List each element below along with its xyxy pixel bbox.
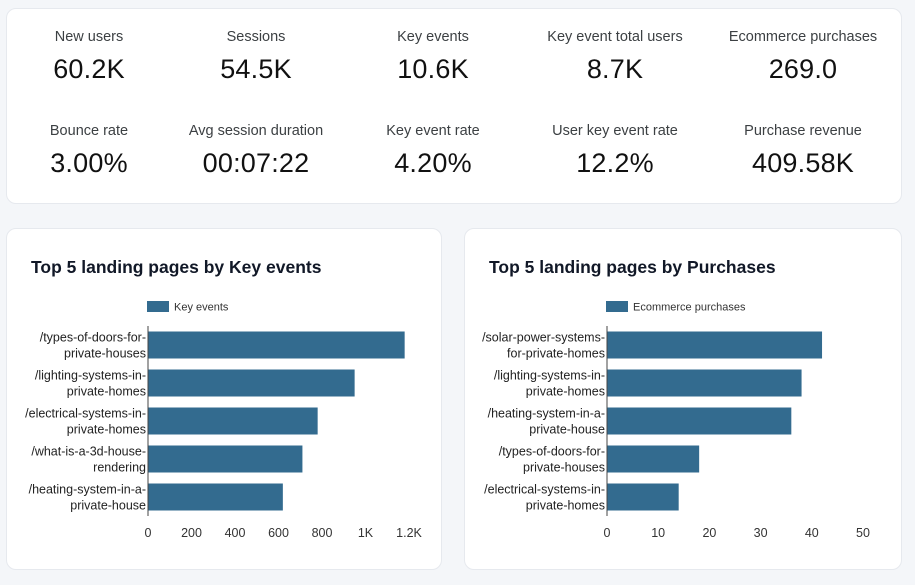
x-tick-label: 20: [702, 526, 716, 540]
x-tick-label: 0: [604, 526, 611, 540]
x-tick-label: 1.2K: [396, 526, 422, 540]
category-label: /what-is-a-3d-house-rendering: [31, 445, 146, 475]
kpi-value: 12.2%: [576, 148, 654, 178]
category-label-line: /electrical-systems-in-: [25, 407, 146, 421]
category-label-line: for-private-homes: [507, 347, 605, 361]
category-label-line: /lighting-systems-in-: [494, 369, 605, 383]
category-label-line: /types-of-doors-for-: [40, 331, 146, 345]
x-tick-label: 600: [268, 526, 289, 540]
category-label: /solar-power-systems-for-private-homes: [482, 331, 605, 361]
kpi-value: 60.2K: [53, 54, 125, 84]
legend-swatch: [147, 301, 169, 312]
category-label-line: /electrical-systems-in-: [484, 483, 605, 497]
kpi-tile: Sessions 54.5K: [171, 29, 341, 85]
category-label-line: /what-is-a-3d-house-: [31, 445, 146, 459]
bar[interactable]: [607, 407, 792, 435]
chart-title: Top 5 landing pages by Key events: [31, 257, 322, 277]
category-label-line: private-homes: [67, 423, 146, 437]
category-label: /lighting-systems-in-private-homes: [494, 369, 605, 399]
category-label-line: rendering: [93, 461, 146, 475]
kpi-tile: Avg session duration 00:07:22: [171, 123, 341, 179]
kpi-label: Key event total users: [547, 29, 683, 45]
bar[interactable]: [607, 445, 700, 473]
bar[interactable]: [148, 445, 303, 473]
kpi-label: Avg session duration: [188, 123, 324, 139]
kpi-tile: New users 60.2K: [4, 29, 174, 85]
x-tick-label: 10: [651, 526, 665, 540]
category-label-line: /heating-system-in-a-: [488, 407, 605, 421]
category-label-line: /lighting-systems-in-: [35, 369, 146, 383]
x-tick-label: 50: [856, 526, 870, 540]
x-tick-label: 40: [805, 526, 819, 540]
x-tick-label: 30: [754, 526, 768, 540]
kpi-tile: Bounce rate 3.00%: [4, 123, 174, 179]
bar[interactable]: [148, 483, 283, 511]
kpi-label: Bounce rate: [49, 123, 129, 139]
bar[interactable]: [148, 369, 355, 397]
kpi-tile: Purchase revenue 409.58K: [718, 123, 888, 179]
kpi-value: 8.7K: [586, 54, 644, 84]
purchases-bar-chart: Ecommerce purchases/solar-power-systems-…: [482, 301, 870, 540]
kpi-label: Purchase revenue: [744, 123, 862, 139]
chart-card-purchases: Top 5 landing pages by Purchases Ecommer…: [464, 228, 902, 570]
kpi-value: 3.00%: [50, 148, 128, 178]
category-label-line: private-homes: [526, 499, 605, 513]
category-label: /types-of-doors-for-private-houses: [499, 445, 605, 475]
kpi-label: User key event rate: [552, 123, 678, 139]
category-label: /electrical-systems-in-private-homes: [25, 407, 146, 437]
legend: Key events: [147, 301, 229, 314]
kpi-tile: Key events 10.6K: [348, 29, 518, 85]
category-label-line: /types-of-doors-for-: [499, 445, 605, 459]
category-label: /heating-system-in-a-private-house: [488, 407, 605, 437]
x-tick-label: 200: [181, 526, 202, 540]
kpi-label: New users: [54, 29, 124, 45]
kpi-value: 269.0: [768, 54, 838, 84]
kpi-value: 54.5K: [220, 54, 292, 84]
legend: Ecommerce purchases: [606, 301, 746, 314]
category-label-line: /heating-system-in-a-: [29, 483, 146, 497]
kpi-value: 4.20%: [394, 148, 472, 178]
category-label: /lighting-systems-in-private-homes: [35, 369, 146, 399]
kpi-tile: Key event rate 4.20%: [348, 123, 518, 179]
bar[interactable]: [148, 331, 405, 359]
x-tick-label: 1K: [358, 526, 374, 540]
kpi-value: 10.6K: [397, 54, 469, 84]
bar[interactable]: [607, 369, 802, 397]
category-label-line: private-houses: [64, 347, 146, 361]
category-label-line: private-homes: [526, 385, 605, 399]
kpi-label: Sessions: [226, 29, 286, 45]
chart-title: Top 5 landing pages by Purchases: [489, 257, 776, 277]
legend-swatch: [606, 301, 628, 312]
category-label-line: /solar-power-systems-: [482, 331, 605, 345]
kpi-tile: Ecommerce purchases 269.0: [718, 29, 888, 85]
chart-card-key-events: Top 5 landing pages by Key events Key ev…: [6, 228, 442, 570]
legend-label: Ecommerce purchases: [633, 302, 746, 314]
x-tick-label: 400: [225, 526, 246, 540]
legend-label: Key events: [174, 302, 229, 314]
bar[interactable]: [607, 483, 679, 511]
kpi-label: Key event rate: [386, 123, 480, 139]
kpi-tile: User key event rate 12.2%: [530, 123, 700, 179]
x-tick-label: 0: [145, 526, 152, 540]
kpi-scorecard-panel: New users 60.2K Sessions 54.5K Key events 10.…: [6, 8, 902, 204]
category-label-line: private-homes: [67, 385, 146, 399]
x-tick-label: 800: [312, 526, 333, 540]
category-label: /heating-system-in-a-private-house: [29, 483, 146, 513]
category-label-line: private-houses: [523, 461, 605, 475]
key-events-bar-chart: Key events/types-of-doors-for-private-ho…: [25, 301, 423, 540]
category-label: /types-of-doors-for-private-houses: [40, 331, 146, 361]
kpi-value: 00:07:22: [202, 148, 310, 178]
category-label: /electrical-systems-in-private-homes: [484, 483, 605, 513]
kpi-value: 409.58K: [752, 148, 854, 178]
bar[interactable]: [148, 407, 318, 435]
kpi-label: Ecommerce purchases: [728, 29, 878, 45]
category-label-line: private-house: [529, 423, 605, 437]
category-label-line: private-house: [70, 499, 146, 513]
kpi-label: Key events: [397, 29, 469, 45]
bar[interactable]: [607, 331, 823, 359]
kpi-tile: Key event total users 8.7K: [530, 29, 700, 85]
